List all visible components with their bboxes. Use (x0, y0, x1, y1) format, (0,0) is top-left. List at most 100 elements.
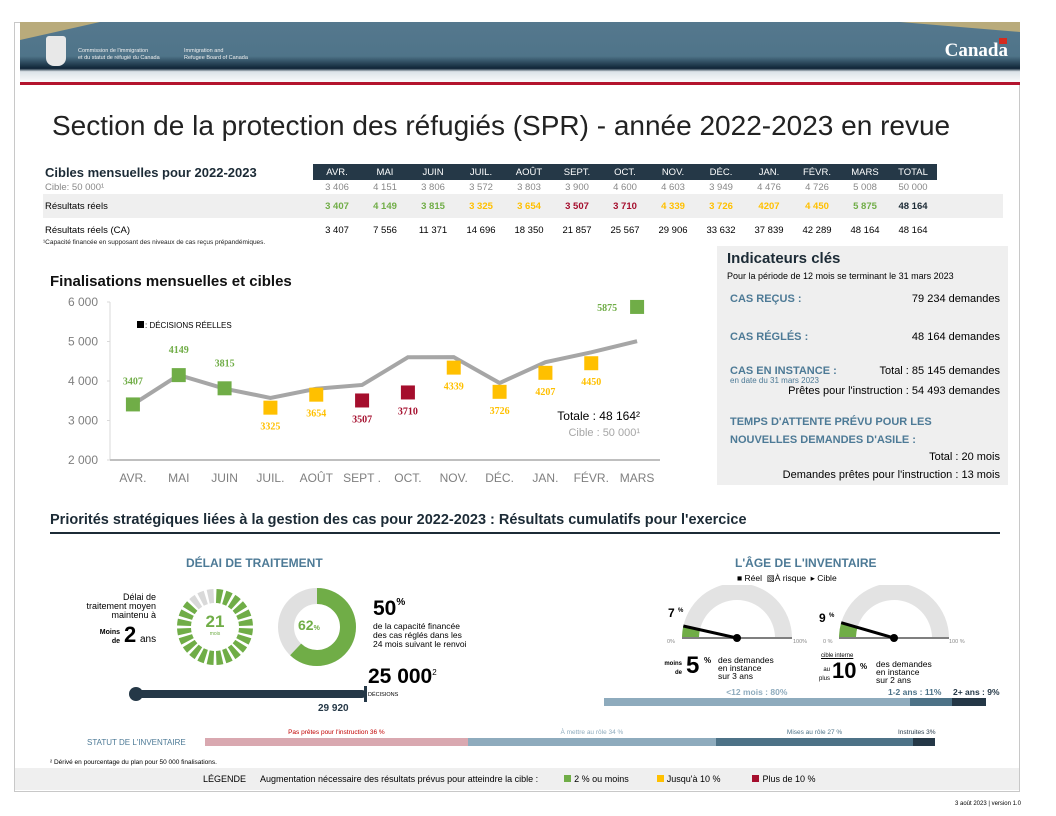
ring-segment (227, 594, 241, 610)
ring-unit: mois (209, 631, 221, 637)
ring-segment (227, 644, 241, 660)
actual-point (492, 384, 507, 399)
table-cell: 33 632 (706, 224, 736, 236)
table-cell: 3 325 (469, 200, 493, 212)
indicators-period: Pour la période de 12 mois se terminant … (727, 271, 954, 281)
wait-ready: Demandes prêtes pour l'instruction : 13 … (782, 469, 1000, 481)
x-tick-label: OCT. (394, 471, 421, 485)
capacity-desc: de la capacité financée des cas réglés da… (373, 621, 467, 649)
ring-segment (238, 618, 253, 627)
table-cell: 5 875 (853, 200, 877, 212)
banner-red-line (20, 82, 1020, 85)
gauge-needle (840, 621, 895, 640)
actual-point (400, 385, 415, 400)
table-cell: 3 726 (709, 200, 733, 212)
actual-point (355, 393, 370, 408)
x-tick-label: NOV. (440, 471, 468, 485)
ring-segment (222, 590, 233, 606)
inventory-age-heading: L'ÂGE DE L'INVENTAIRE (735, 556, 877, 570)
finalized-value: 48 164 demandes (911, 331, 1000, 343)
y-tick-label: 3 000 (68, 414, 98, 428)
capacity-pct: 50% (373, 597, 406, 620)
gauge1-min: 0% (667, 639, 675, 645)
bar-segment (913, 738, 935, 746)
progress-end-marker (364, 686, 367, 702)
table-cell: 29 906 (658, 224, 688, 236)
table-cell: 4 149 (373, 200, 397, 212)
table-row: Résultats réels (CA) 3 407 7 556 11 371 14 6… (43, 218, 1003, 242)
ring-segment (197, 590, 208, 606)
monthly-targets-table: Cibles mensuelles pour 2022-2023 AVR. MAI… (43, 164, 1003, 242)
received-value: 79 234 demandes (911, 293, 1000, 305)
table-cell: 4 726 (805, 181, 829, 193)
wait-total: Total : 20 mois (929, 451, 1000, 463)
bar-segment (716, 738, 914, 746)
canada-wordmark: Canada (944, 38, 1008, 61)
ring-segment (232, 639, 248, 653)
gauge1-target-unit: % (704, 656, 712, 665)
page-title: Section de la protection des réfugiés (S… (52, 110, 951, 141)
x-tick-label: AOÛT (300, 470, 334, 485)
bar-segment (909, 698, 952, 706)
column-header: AOÛT (515, 166, 543, 178)
actual-point (263, 400, 278, 415)
ring-segment (215, 589, 224, 604)
table-cell: 5 008 (853, 181, 877, 193)
table-cell: 42 289 (802, 224, 832, 236)
gauge-track (682, 585, 792, 638)
bar-segment-label: 2+ ans : 9% (953, 687, 1000, 697)
column-header: DÉC. (709, 166, 733, 178)
finalizations-chart: 2 000 3 000 4 000 5 000 6 000 AVR. MAI JUIN JUIL… (68, 295, 660, 485)
legend-item-yellow: Jusqu'à 10 % (656, 774, 720, 784)
x-tick-label: FÉVR. (574, 470, 609, 485)
data-label: 3407 (123, 376, 143, 387)
target-line (131, 339, 638, 407)
strategic-title: Priorités stratégiques liées à la gestio… (50, 512, 747, 528)
pending-label: CAS EN INSTANCE : (730, 365, 837, 377)
ring-segment (182, 639, 198, 653)
column-header: OCT. (614, 166, 636, 178)
ring-segment (177, 618, 192, 627)
ring-segment (182, 601, 198, 615)
table-row: Résultats réels 3 407 4 149 3 815 3 325 3 654… (43, 194, 1003, 218)
coat-of-arms-icon (46, 36, 66, 66)
years-unit: ans (140, 634, 157, 645)
processing-time-ring (177, 589, 253, 665)
moins-de: Moins de (99, 629, 120, 645)
legend-item-green: 2 % ou moins (564, 774, 629, 784)
gauge2-desc: des demandes en instance sur 2 ans (876, 659, 932, 685)
pending-ready: Prêtes pour l'instruction : 54 493 deman… (788, 385, 1000, 397)
bar-segment-label: 1-2 ans : 11% (888, 687, 942, 697)
gauge-hub (733, 634, 741, 642)
table-cell: 21 857 (562, 224, 592, 236)
bar-segment (604, 698, 910, 706)
pending-total: Total : 85 145 demandes (879, 365, 1000, 377)
table-cell: 3 654 (517, 200, 541, 212)
actual-point (446, 360, 461, 375)
gauge1-target: 5 (686, 652, 700, 679)
ring-segment (189, 644, 203, 660)
gauge-legend: ■ Réel ▧À risque ▸ Cible (737, 573, 837, 583)
ring-segment (232, 601, 248, 615)
bar-segment-label: À mettre au rôle 34 % (560, 729, 624, 736)
table-cell: 7 556 (373, 224, 397, 236)
ring-segment (197, 648, 208, 664)
bar-segment-label: <12 mois : 80% (726, 687, 788, 697)
y-tick-label: 6 000 (68, 295, 98, 309)
x-tick-label: MARS (620, 471, 655, 485)
table-cell: 3 949 (709, 181, 733, 193)
column-header: FÉVR. (803, 166, 831, 178)
x-tick-label: AVR. (119, 471, 146, 485)
table-cell: 3 806 (421, 181, 445, 193)
actual-point (538, 365, 553, 380)
data-label: 3654 (306, 409, 326, 420)
gauge1-value: 7 % (668, 606, 684, 620)
key-indicators-panel: Indicateurs clés Pour la période de 12 m… (717, 246, 1008, 485)
legend-desc: Augmentation nécessaire des résultats pr… (260, 774, 539, 784)
flag-icon (999, 38, 1007, 44)
org-name-fr: Commission de l'immigration et du statut … (78, 48, 160, 61)
processing-heading: DÉLAI DE TRAITEMENT (186, 556, 323, 570)
decisions-progress-bar (134, 690, 366, 698)
x-tick-label: DÉC. (485, 470, 514, 485)
donut-fill (278, 588, 356, 666)
